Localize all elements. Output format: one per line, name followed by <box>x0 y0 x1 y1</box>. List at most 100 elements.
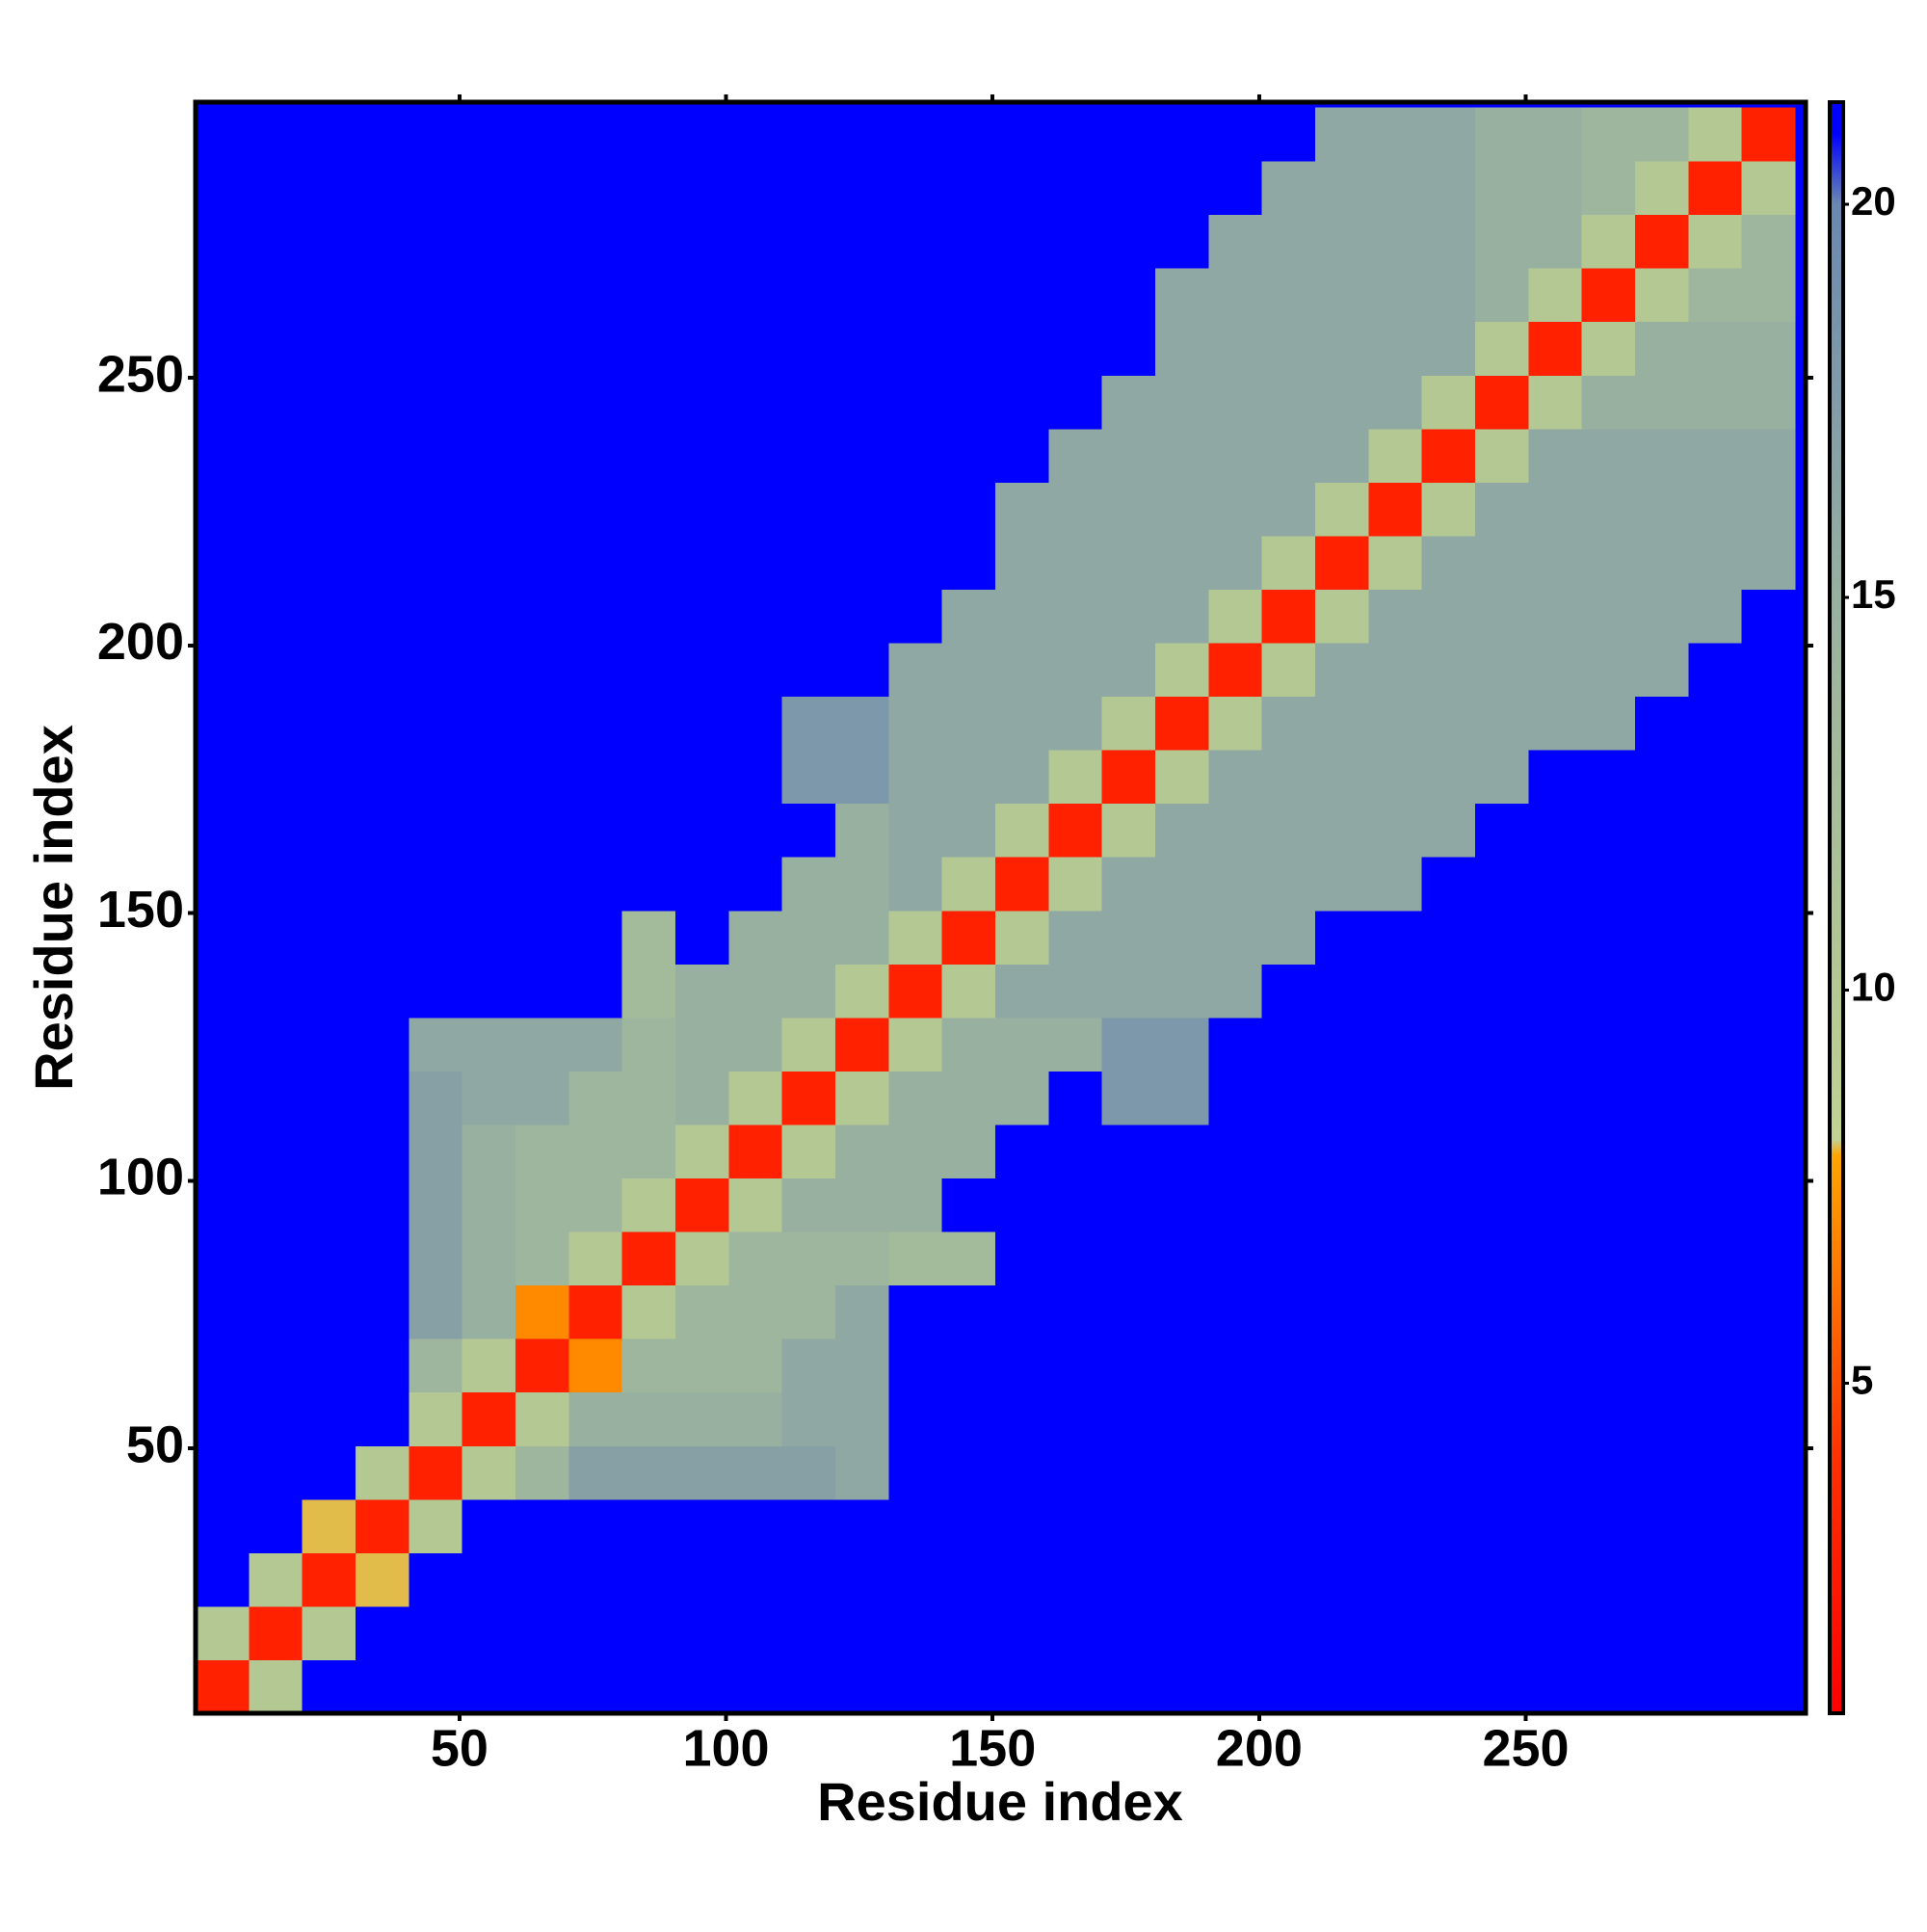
heatmap-cell <box>834 1552 889 1607</box>
heatmap-cell <box>1101 643 1156 698</box>
heatmap-cell <box>781 535 836 590</box>
heatmap-cell <box>834 696 889 751</box>
heatmap-cell <box>1368 428 1423 483</box>
heatmap-cell <box>621 214 676 269</box>
heatmap-cell <box>941 268 996 323</box>
heatmap-cell <box>1261 1017 1316 1072</box>
heatmap-cell <box>1421 1178 1476 1232</box>
heatmap-cell <box>834 1338 889 1393</box>
heatmap-cell <box>1528 589 1583 644</box>
heatmap-cell <box>728 910 783 965</box>
heatmap-cell <box>1048 1659 1103 1714</box>
heatmap-cell <box>1048 589 1103 644</box>
heatmap-cell <box>1048 750 1103 805</box>
heatmap-cell <box>674 321 729 376</box>
heatmap-cell <box>1261 1391 1316 1446</box>
heatmap-cell <box>249 375 304 430</box>
heatmap-cell <box>1048 1498 1103 1553</box>
heatmap-cell <box>834 268 889 323</box>
heatmap-cell <box>1208 589 1263 644</box>
heatmap-cell <box>994 803 1049 858</box>
heatmap-cell <box>941 428 996 483</box>
heatmap-cell <box>1154 1605 1209 1660</box>
heatmap-cell <box>1741 428 1796 483</box>
heatmap-cell <box>1368 1338 1423 1393</box>
heatmap-cell <box>941 1445 996 1500</box>
heatmap-cell <box>196 1284 250 1339</box>
heatmap-cell <box>1208 1071 1263 1125</box>
heatmap-cell <box>1368 1391 1423 1446</box>
heatmap-cell <box>994 428 1049 483</box>
heatmap-cell <box>1581 1605 1636 1660</box>
x-axis-title: Residue index <box>817 1771 1183 1832</box>
heatmap-cell <box>196 910 250 965</box>
heatmap-cell <box>994 1552 1049 1607</box>
heatmap-cell <box>728 1552 783 1607</box>
heatmap-cell <box>1474 1017 1529 1072</box>
heatmap-cell <box>409 1552 463 1607</box>
heatmap-cell <box>196 643 250 698</box>
heatmap-cell <box>1741 803 1796 858</box>
heatmap-cell <box>1154 964 1209 1019</box>
heatmap-cell <box>781 1338 836 1393</box>
heatmap-cell <box>302 1124 356 1179</box>
heatmap-cell <box>1314 803 1369 858</box>
heatmap-cell <box>1154 1338 1209 1393</box>
heatmap-cell <box>1261 910 1316 965</box>
heatmap-cell <box>196 1391 250 1446</box>
heatmap-cell <box>941 1605 996 1660</box>
heatmap-cell <box>249 910 304 965</box>
heatmap-cell <box>728 428 783 483</box>
heatmap-cell <box>888 857 943 912</box>
heatmap-cell <box>1741 1552 1796 1607</box>
heatmap-cell <box>462 535 516 590</box>
heatmap-cell <box>1314 1445 1369 1500</box>
heatmap-cell <box>1421 643 1476 698</box>
heatmap-cell <box>196 803 250 858</box>
heatmap-cell <box>568 910 623 965</box>
heatmap-cell <box>409 1017 463 1072</box>
heatmap-cell <box>1101 1659 1156 1714</box>
heatmap-cell <box>674 535 729 590</box>
heatmap-cell <box>781 910 836 965</box>
heatmap-cell <box>1421 1284 1476 1339</box>
heatmap-cell <box>781 161 836 216</box>
heatmap-cell <box>409 428 463 483</box>
heatmap-cell <box>1154 1552 1209 1607</box>
heatmap-cell <box>1368 1445 1423 1500</box>
heatmap-cell <box>1101 1017 1156 1072</box>
heatmap-cell <box>515 321 569 376</box>
heatmap-cell <box>728 643 783 698</box>
colorbar-tick-label: 20 <box>1851 178 1896 224</box>
heatmap-cell <box>1368 1178 1423 1232</box>
heatmap-cell <box>1101 1071 1156 1125</box>
heatmap-cell <box>462 803 516 858</box>
heatmap-cell <box>1474 1659 1529 1714</box>
heatmap-cell <box>515 964 569 1019</box>
heatmap-cell <box>1581 321 1636 376</box>
heatmap-cell <box>1368 1605 1423 1660</box>
heatmap-cell <box>1368 857 1423 912</box>
heatmap-cell <box>888 1071 943 1125</box>
heatmap-cell <box>834 321 889 376</box>
heatmap-cell <box>1048 268 1103 323</box>
heatmap-cell <box>568 1284 623 1339</box>
heatmap-cell <box>1048 643 1103 698</box>
heatmap-cell <box>1101 1605 1156 1660</box>
heatmap-cell <box>1688 643 1743 698</box>
heatmap-cell <box>568 750 623 805</box>
heatmap-cell <box>196 696 250 751</box>
heatmap-cell <box>568 321 623 376</box>
heatmap-cell <box>462 857 516 912</box>
heatmap-cell <box>1101 161 1156 216</box>
heatmap-cell <box>568 964 623 1019</box>
heatmap-cell <box>355 535 409 590</box>
heatmap-cell <box>1741 1231 1796 1286</box>
heatmap-cell <box>1474 1498 1529 1553</box>
heatmap-cell <box>249 1338 304 1393</box>
heatmap-cell <box>1741 1391 1796 1446</box>
heatmap-cell <box>1368 589 1423 644</box>
heatmap-cell <box>1474 1178 1529 1232</box>
heatmap-cell <box>1741 1071 1796 1125</box>
heatmap-cell <box>728 1391 783 1446</box>
